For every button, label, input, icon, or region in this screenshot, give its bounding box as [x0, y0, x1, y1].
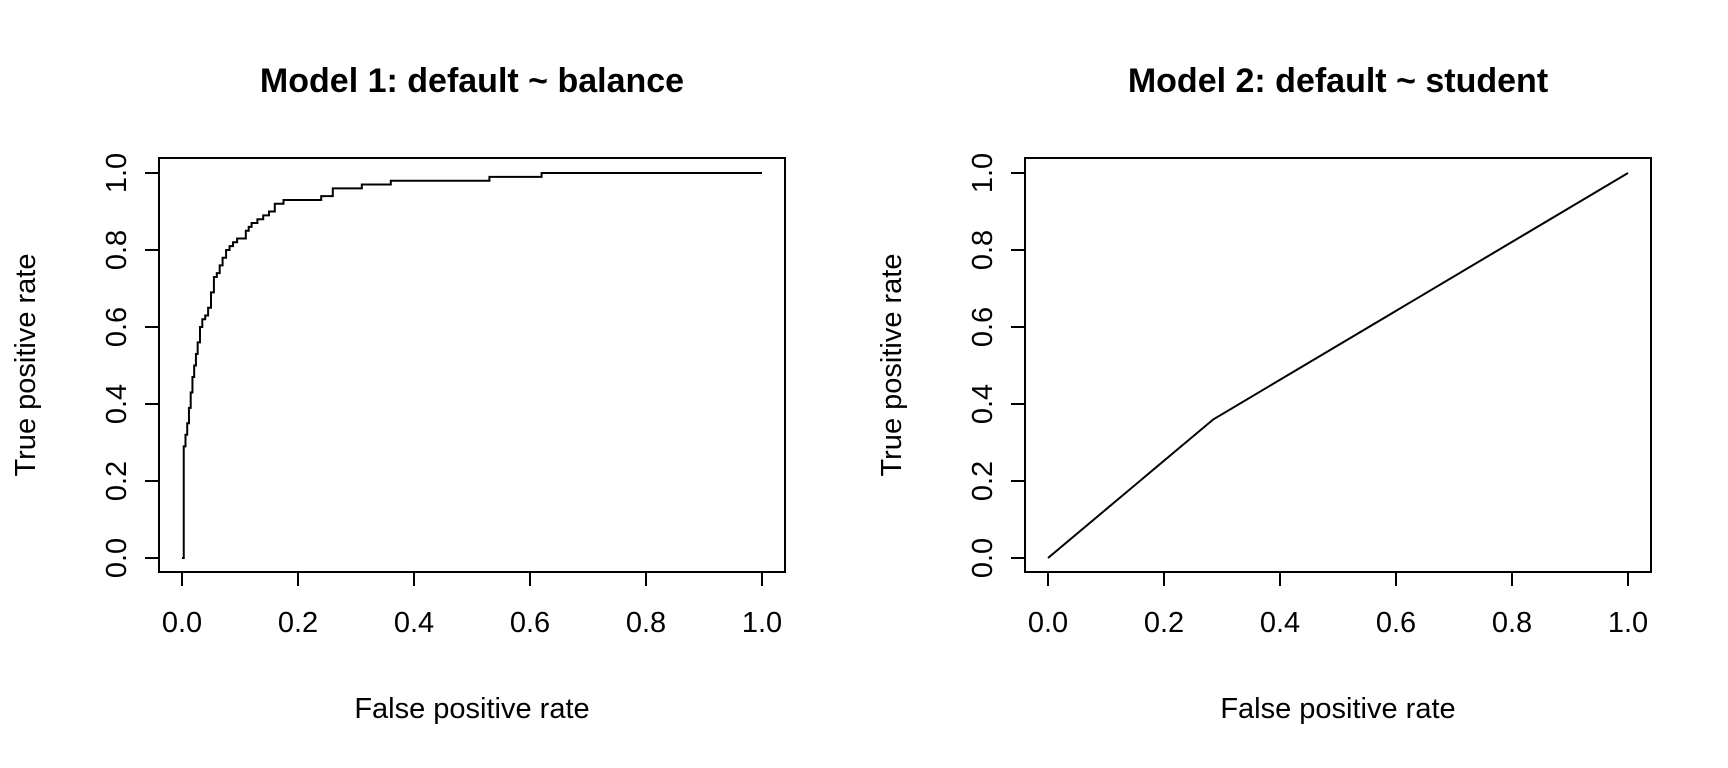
x-tick-label-1-1: 0.2 — [278, 607, 318, 639]
x-tick-label-1-5: 1.0 — [742, 607, 782, 639]
y-tick-label-1-4: 0.8 — [101, 230, 133, 270]
x-axis-label-1: False positive rate — [354, 693, 589, 725]
y-tick-label-1-1: 0.2 — [101, 461, 133, 501]
x-axis-1: 0.0 0.2 0.4 0.6 0.8 1.0 — [162, 572, 782, 639]
x-tick-label-1-3: 0.6 — [510, 607, 550, 639]
chart-title-1: Model 1: default ~ balance — [260, 62, 684, 100]
x-axis-2: 0.0 0.2 0.4 0.6 0.8 1.0 — [1028, 572, 1648, 639]
y-axis-label-1: True positive rate — [10, 254, 42, 477]
x-tick-label-2-0: 0.0 — [1028, 607, 1068, 639]
x-axis-label-2: False positive rate — [1220, 693, 1455, 725]
plot-frame-1 — [158, 157, 786, 573]
y-tick-label-2-4: 0.8 — [967, 230, 999, 270]
y-tick-label-2-2: 0.4 — [967, 384, 999, 424]
y-axis-2: 0.0 0.2 0.4 0.6 0.8 1.0 — [967, 153, 1025, 578]
y-tick-label-2-3: 0.6 — [967, 307, 999, 347]
x-tick-label-1-2: 0.4 — [394, 607, 434, 639]
y-tick-label-2-0: 0.0 — [967, 538, 999, 578]
y-tick-label-1-3: 0.6 — [101, 307, 133, 347]
x-tick-label-1-0: 0.0 — [162, 607, 202, 639]
y-axis-label-2: True positive rate — [876, 254, 908, 477]
y-tick-label-1-5: 1.0 — [101, 153, 133, 193]
x-tick-label-2-3: 0.6 — [1376, 607, 1416, 639]
plot-frame-2 — [1024, 157, 1652, 573]
y-tick-label-2-1: 0.2 — [967, 461, 999, 501]
roc-curve-1 — [182, 172, 762, 559]
chart-title-2: Model 2: default ~ student — [1128, 62, 1548, 100]
x-tick-label-2-4: 0.8 — [1492, 607, 1532, 639]
chart-model-2: Model 2: default ~ student 0.0 0.2 0.4 0.6 0… — [876, 62, 1652, 725]
x-tick-label-2-2: 0.4 — [1260, 607, 1300, 639]
y-axis-1: 0.0 0.2 0.4 0.6 0.8 1.0 — [101, 153, 159, 578]
roc-curve-2 — [1047, 172, 1629, 559]
y-tick-label-1-0: 0.0 — [101, 538, 133, 578]
x-tick-label-2-5: 1.0 — [1608, 607, 1648, 639]
x-tick-label-2-1: 0.2 — [1144, 607, 1184, 639]
y-tick-label-1-2: 0.4 — [101, 384, 133, 424]
x-tick-label-1-4: 0.8 — [626, 607, 666, 639]
y-tick-label-2-5: 1.0 — [967, 153, 999, 193]
chart-model-1: Model 1: default ~ balance 0.0 0.2 0.4 0.6 0… — [10, 62, 786, 725]
